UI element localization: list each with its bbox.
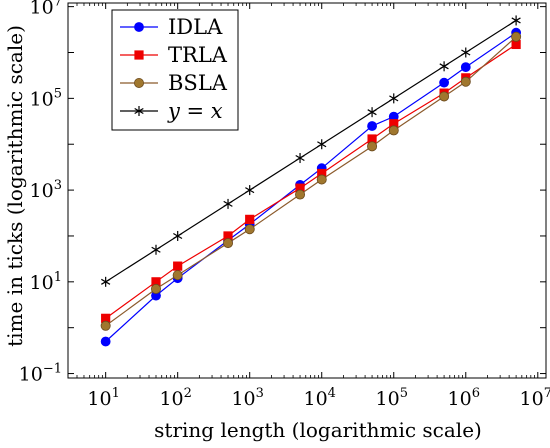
legend-box [111,9,239,131]
legend-label: BSLA [168,71,228,95]
data-point [460,62,471,73]
data-point [173,230,183,241]
y-tick-label: 103 [30,178,62,202]
data-point [439,77,449,88]
data-point [367,107,377,118]
legend-label: y = x [167,99,223,123]
legend-label: IDLA [168,15,223,39]
legend-label: TRLA [168,43,228,67]
data-point [101,313,111,323]
data-point [367,121,377,131]
x-tick-label: 106 [448,386,480,410]
series-3 [101,15,521,287]
data-point [388,125,399,136]
y-axis-label: time in ticks (logarithmic scale) [3,25,27,347]
series-2 [100,31,522,331]
y-tick-label: 101 [30,270,62,294]
data-point [295,153,305,164]
data-point [151,277,161,287]
series-layer [100,15,522,347]
data-point [101,276,111,287]
legend-entry: y = x [120,99,223,123]
data-point [295,183,305,193]
data-point [439,61,449,72]
y-tick-label: 105 [30,86,62,110]
legend: IDLA TRLA BSLA y = x [111,9,239,131]
x-tick-label: 104 [303,386,335,410]
data-point [100,336,111,347]
data-point [317,168,327,179]
legend-entry: TRLA [120,43,228,67]
legend-entry: IDLA [120,15,223,39]
legend-marker [134,106,144,116]
x-tick-label: 102 [159,386,191,410]
data-point [511,39,521,50]
data-point [245,185,255,196]
data-point [172,270,183,281]
data-point [173,261,183,271]
data-point [245,214,255,224]
data-point [316,174,327,185]
data-point [295,189,306,200]
data-point [460,76,471,87]
data-point [511,15,521,26]
data-point [151,244,161,255]
legend-marker [134,50,144,60]
x-tick-label: 103 [231,386,263,410]
y-tick-label: 10−1 [19,362,62,386]
data-point [461,47,471,58]
data-point [439,91,450,102]
ticks-layer: 101 102 103 104 105 106 107 10−1 101 103 105 107 [19,0,550,410]
data-point [100,320,111,331]
data-point [151,283,162,294]
x-tick-label: 101 [87,386,119,410]
data-point [389,93,399,104]
data-point [367,141,378,152]
data-point [317,139,327,150]
data-point [511,31,522,42]
data-point [223,238,234,249]
x-tick-label: 107 [520,386,550,410]
legend-marker [134,22,144,32]
data-point [367,134,377,144]
legend-entry: BSLA [120,71,228,95]
x-axis-label: string length (logarithmic scale) [154,418,482,442]
y-tick-label: 107 [30,0,62,19]
data-point [223,231,233,241]
data-point [389,119,399,129]
data-point [223,198,233,209]
x-tick-label: 105 [376,386,408,410]
data-point [244,224,255,235]
